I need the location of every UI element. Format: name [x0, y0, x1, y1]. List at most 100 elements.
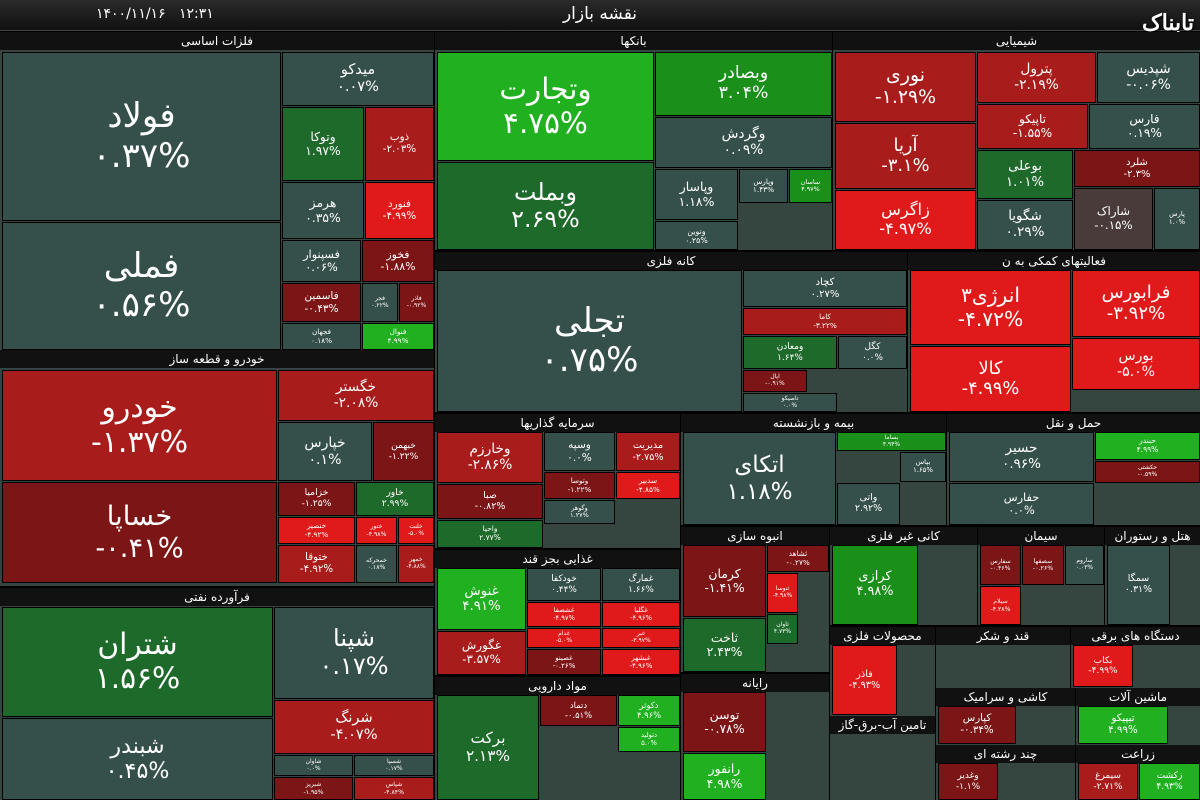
stock-tile[interactable]: شاوان ۰.۰% [274, 755, 353, 776]
stock-tile[interactable]: خگستر -۲.۰۸% [278, 370, 434, 421]
stock-tile[interactable]: شبندر ۰.۴۵% [2, 718, 273, 800]
stock-tile[interactable]: وبصادر ۳.۰۴% [655, 52, 832, 116]
stock-tile[interactable]: وتجارت ۴.۷۵% [437, 52, 654, 161]
stock-tile[interactable]: بکاب -۴.۹۹% [1073, 645, 1133, 687]
stock-tile[interactable]: کرازی ۴.۹۸% [832, 545, 918, 625]
stock-tile[interactable]: بوعلی ۱.۰۱% [977, 150, 1073, 199]
stock-tile[interactable]: وبملت ۲.۶۹% [437, 162, 654, 250]
stock-tile[interactable]: کالا -۴.۹۹% [910, 346, 1071, 412]
stock-tile[interactable]: زکشت ۴.۹۳% [1139, 763, 1200, 800]
stock-tile[interactable]: غدام -۵.۰% [527, 628, 601, 648]
stock-tile[interactable]: غگلپا -۴.۹۶% [602, 602, 680, 627]
stock-tile[interactable]: مدیریت -۲.۷۵% [616, 432, 680, 471]
stock-tile[interactable]: رانفور ۴.۹۸% [683, 753, 766, 800]
stock-tile[interactable]: وگردش ۰.۰۹% [655, 117, 832, 168]
stock-tile[interactable]: شرنگ -۴.۰۷% [274, 700, 434, 754]
stock-tile[interactable]: سیلام -۴.۲۸% [980, 586, 1021, 625]
stock-tile[interactable]: سفارس -۰.۴۶% [980, 545, 1021, 585]
stock-tile[interactable]: کگل ۰.۰% [838, 336, 907, 369]
stock-tile[interactable]: حسیر ۰.۹۶% [949, 432, 1094, 482]
stock-tile[interactable]: ثاخت ۲.۴۳% [683, 618, 766, 672]
stock-tile[interactable]: واتی ۲.۹۲% [837, 483, 900, 525]
stock-tile[interactable]: ختوقا -۴.۹۲% [278, 545, 355, 583]
stock-tile[interactable]: غمارگ ۱.۶۶% [602, 568, 680, 601]
stock-tile[interactable]: خمهر -۴.۸۸% [398, 545, 434, 583]
stock-tile[interactable]: پارس ۱.۰% [1154, 188, 1200, 250]
stock-tile[interactable]: شاراک -۰.۱۵% [1074, 188, 1153, 250]
stock-tile[interactable]: خمحرکه ۰.۱۸% [356, 545, 397, 583]
stock-tile[interactable]: تاپیکو -۱.۵۵% [977, 104, 1088, 149]
stock-tile[interactable]: کپارس -۰.۳۴% [938, 706, 1016, 744]
stock-tile[interactable]: بساما ۴.۹۴% [837, 432, 946, 451]
stock-tile[interactable]: خپارس ۰.۱% [278, 422, 372, 481]
stock-tile[interactable]: سمگا ۰.۳۱% [1107, 545, 1170, 625]
stock-tile[interactable]: شسپا ۰.۱۷% [354, 755, 434, 776]
stock-tile[interactable]: فاسمین -۰.۴۳% [282, 283, 361, 322]
stock-tile[interactable]: ثشاهد -۰.۲۷% [767, 545, 829, 572]
stock-tile[interactable]: توسن -۰.۷۸% [683, 692, 766, 752]
stock-tile[interactable]: شلرد -۲.۳% [1074, 150, 1200, 187]
stock-tile[interactable]: فنوال ۴.۹۹% [362, 323, 434, 350]
stock-tile[interactable]: خبهمن -۱.۲۲% [373, 422, 434, 481]
stock-tile[interactable]: برکت ۲.۱۳% [437, 695, 539, 800]
stock-tile[interactable]: ساروم ۰.۰۳% [1065, 545, 1104, 585]
stock-tile[interactable]: تیپیکو ۴.۹۹% [1078, 706, 1168, 744]
stock-tile[interactable]: وتوسا -۱.۲۲% [544, 472, 615, 499]
stock-tile[interactable]: وتوکا ۱.۹۷% [282, 107, 364, 181]
stock-tile[interactable]: غنوش ۴.۹۱% [437, 568, 526, 630]
stock-tile[interactable]: صبا -۰.۸۲% [437, 484, 543, 519]
stock-tile[interactable]: غگورش -۳.۵۷% [437, 631, 526, 675]
stock-tile[interactable]: وسپه ۰.۰% [544, 432, 615, 471]
stock-tile[interactable]: فاذر -۰.۹۲% [399, 283, 434, 322]
stock-tile[interactable]: فارس ۰.۱۹% [1089, 104, 1200, 149]
stock-tile[interactable]: شتران ۱.۵۶% [2, 607, 273, 717]
stock-tile[interactable]: خنصیر -۴.۹۲% [278, 517, 355, 544]
stock-tile[interactable]: دکوثر ۴.۹۶% [618, 695, 680, 726]
stock-tile[interactable]: خزامیا -۱.۲۵% [278, 482, 355, 516]
stock-tile[interactable]: شپنا ۰.۱۷% [274, 607, 434, 699]
stock-tile[interactable]: غبر -۳.۹۷% [602, 628, 680, 648]
stock-tile[interactable]: شبریز -۱.۹۵% [274, 777, 353, 800]
stock-tile[interactable]: فجر ۰.۲۲% [362, 283, 398, 322]
stock-tile[interactable]: واحیا ۲.۷۷% [437, 520, 543, 548]
stock-tile[interactable]: غشصفا -۴.۹۷% [527, 602, 601, 627]
stock-tile[interactable]: دتماد -۰.۵۱% [540, 695, 617, 726]
stock-tile[interactable]: خلنت -۵.۰% [398, 517, 434, 544]
stock-tile[interactable]: فخوز -۱.۸۸% [362, 240, 434, 282]
stock-tile[interactable]: فنورد -۴.۹۹% [365, 182, 434, 239]
stock-tile[interactable]: شگویا ۰.۲۹% [977, 200, 1073, 250]
stock-tile[interactable]: کاما -۳.۲۲% [743, 308, 907, 335]
stock-tile[interactable]: کچاد ۰.۲۷% [743, 270, 907, 307]
stock-tile[interactable]: تجلی ۰.۷۵% [437, 270, 742, 412]
stock-tile[interactable]: خودرو -۱.۳۷% [2, 370, 277, 481]
stock-tile[interactable]: خساپا -۰.۴۱% [2, 482, 277, 583]
stock-tile[interactable]: ثاوان ۴.۷۳% [767, 614, 798, 644]
stock-tile[interactable]: شپاس -۴.۸۴% [354, 777, 434, 800]
stock-tile[interactable]: غصینو -۰.۲۶% [527, 649, 601, 675]
stock-tile[interactable]: اتکای ۱.۱۸% [683, 432, 836, 525]
stock-tile[interactable]: فولاد ۰.۳۷% [2, 52, 281, 221]
stock-tile[interactable]: وپاسار ۱.۱۸% [655, 169, 738, 220]
stock-tile[interactable]: خودکفا ۰.۴۴% [527, 568, 601, 601]
stock-tile[interactable]: ومعادن ۱.۶۴% [743, 336, 837, 369]
stock-tile[interactable]: شپدیس -۰.۰۶% [1097, 52, 1200, 103]
stock-tile[interactable]: ختور -۴.۹۸% [356, 517, 397, 544]
stock-tile[interactable]: سیمرغ -۲.۷۱% [1078, 763, 1138, 800]
stock-tile[interactable]: حفارس ۰.۰% [949, 483, 1094, 525]
stock-tile[interactable]: فرابورس -۳.۹۲% [1072, 270, 1200, 337]
stock-tile[interactable]: اپال -۰.۹۱% [743, 370, 807, 392]
stock-tile[interactable]: کرمان -۱.۴۱% [683, 545, 766, 617]
stock-tile[interactable]: دتولید ۵.۰% [618, 727, 680, 752]
stock-tile[interactable]: فسپنوار ۰.۰۶% [282, 240, 361, 282]
stock-tile[interactable]: نوری -۱.۲۹% [835, 52, 976, 122]
stock-tile[interactable]: غبشهر -۴.۹۶% [602, 649, 680, 675]
stock-tile[interactable]: فاذر -۴.۹۳% [832, 645, 897, 715]
stock-tile[interactable]: خاور ۲.۹۹% [356, 482, 434, 516]
stock-tile[interactable]: فجهان ۰.۱۸% [282, 323, 361, 350]
stock-tile[interactable]: انرژی۳ -۴.۷۲% [910, 270, 1071, 345]
stock-tile[interactable]: ساسان ۴.۹۷% [789, 169, 832, 203]
stock-tile[interactable]: آریا -۳.۱% [835, 123, 976, 189]
stock-tile[interactable]: هرمز ۰.۳۵% [282, 182, 364, 239]
stock-tile[interactable]: پترول -۲.۱۹% [977, 52, 1096, 103]
stock-tile[interactable]: حبندر ۴.۹۹% [1095, 432, 1200, 460]
